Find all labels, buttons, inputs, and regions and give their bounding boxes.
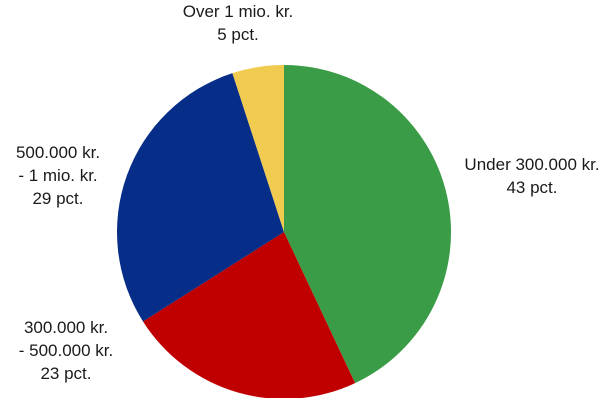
slice-label-line: 300.000 kr. xyxy=(24,318,108,337)
slice-label-line: 500.000 kr. xyxy=(16,143,100,162)
pie-slice-2 xyxy=(143,232,356,398)
slice-label-3: 500.000 kr. - 1 mio. kr. 29 pct. xyxy=(16,143,100,208)
slice-label-line: 29 pct. xyxy=(32,189,83,208)
slice-label-line: Over 1 mio. kr. xyxy=(183,2,294,21)
pie-slice-1 xyxy=(284,65,452,384)
slice-label-line: 43 pct. xyxy=(506,178,557,197)
slice-label-line: - 500.000 kr. xyxy=(19,341,114,360)
pie-labels: Under 300.000 kr. 43 pct. 300.000 kr. - 500… xyxy=(16,2,600,383)
slice-label-line: - 1 mio. kr. xyxy=(18,166,97,185)
pie-slice-4 xyxy=(232,65,284,232)
slice-label-4: Over 1 mio. kr. 5 pct. xyxy=(183,2,294,44)
slice-label-line: 5 pct. xyxy=(217,25,259,44)
pie-slices xyxy=(117,65,452,398)
slice-label-line: 23 pct. xyxy=(40,364,91,383)
pie-slice-3 xyxy=(117,73,284,322)
slice-label-1: Under 300.000 kr. 43 pct. xyxy=(464,155,599,197)
slice-label-line: Under 300.000 kr. xyxy=(464,155,599,174)
slice-label-2: 300.000 kr. - 500.000 kr. 23 pct. xyxy=(19,318,114,383)
